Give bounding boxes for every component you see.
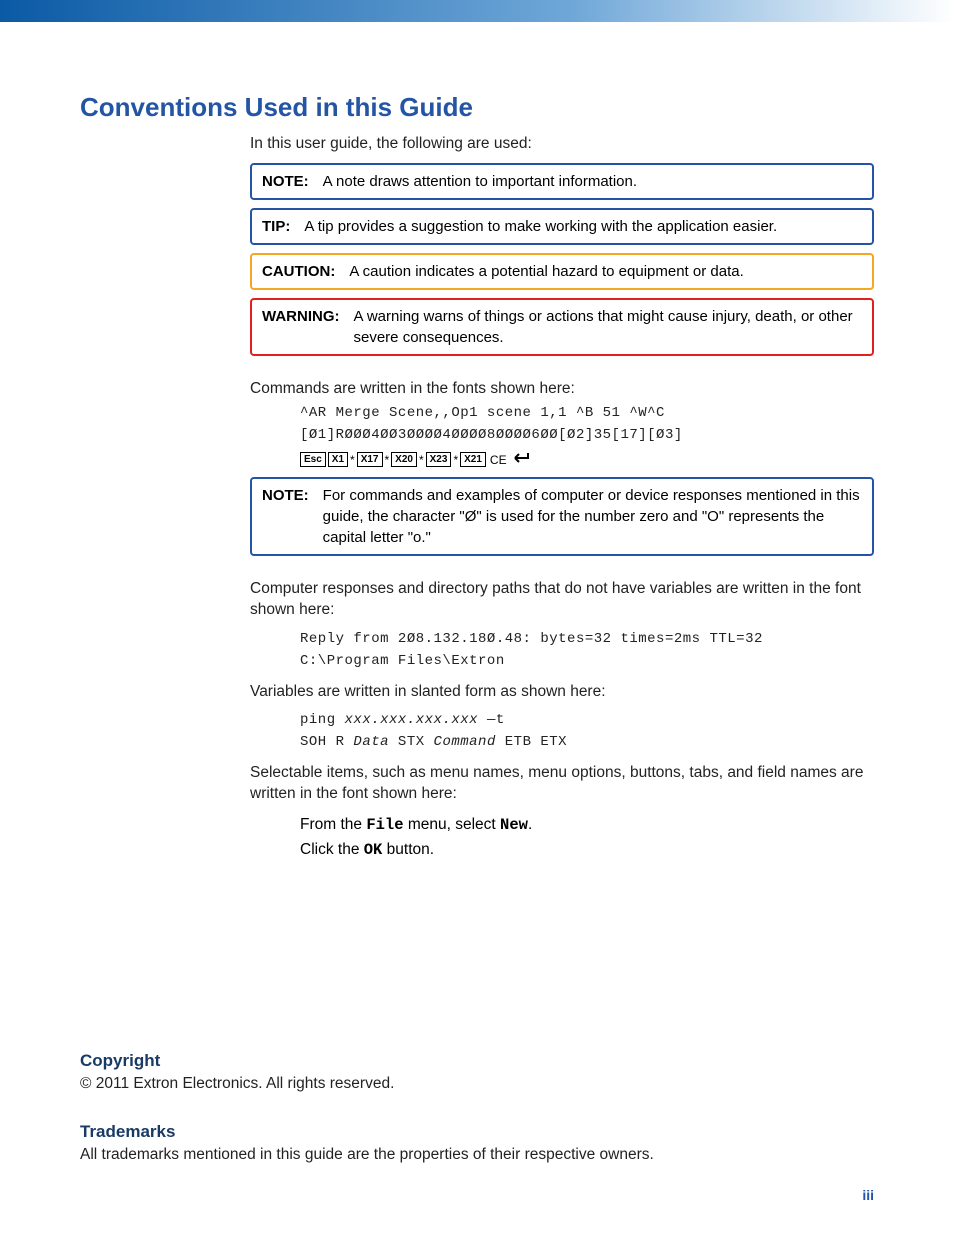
page-content: Conventions Used in this Guide In this u… [0, 22, 954, 1166]
note-label: NOTE: [262, 171, 309, 192]
tip-text: A tip provides a suggestion to make work… [304, 216, 862, 237]
caution-callout: CAUTION: A caution indicates a potential… [250, 253, 874, 290]
sep: * [350, 453, 355, 467]
key-x23: X23 [426, 452, 452, 467]
note-2-label: NOTE: [262, 485, 309, 548]
responses-intro: Computer responses and directory paths t… [250, 578, 874, 621]
key-x20: X20 [391, 452, 417, 467]
sep: * [419, 453, 424, 467]
main-heading: Conventions Used in this Guide [80, 92, 874, 123]
enter-arrow-icon [511, 451, 529, 469]
tip-label: TIP: [262, 216, 290, 237]
copyright-heading: Copyright [80, 1051, 874, 1071]
command-line-2: [Ø1]RØØØ4ØØ3ØØØØ4ØØØØ8ØØØØ6ØØ[Ø2]35[17][… [300, 425, 874, 447]
key-x1: X1 [328, 452, 348, 467]
sep: * [453, 453, 458, 467]
selectable-intro: Selectable items, such as menu names, me… [250, 762, 874, 805]
caution-text: A caution indicates a potential hazard t… [349, 261, 862, 282]
trademarks-heading: Trademarks [80, 1122, 874, 1142]
caution-label: CAUTION: [262, 261, 335, 282]
response-line-1: Reply from 2Ø8.132.18Ø.48: bytes=32 time… [300, 629, 874, 651]
page-number: iii [862, 1187, 874, 1203]
var-line-1: ping xxx.xxx.xxx.xxx —t [300, 710, 874, 732]
selectable-example-1: From the File menu, select New. [300, 813, 874, 838]
warning-label: WARNING: [262, 306, 340, 348]
note-text: A note draws attention to important info… [323, 171, 862, 192]
esc-command-line: Esc X1 * X17 * X20 * X23 * X21 CE [300, 451, 874, 469]
indented-body: In this user guide, the following are us… [250, 133, 874, 399]
sep: * [385, 453, 390, 467]
key-esc: Esc [300, 452, 326, 467]
tip-callout: TIP: A tip provides a suggestion to make… [250, 208, 874, 245]
intro-text: In this user guide, the following are us… [250, 133, 874, 155]
warning-callout: WARNING: A warning warns of things or ac… [250, 298, 874, 356]
key-x17: X17 [357, 452, 383, 467]
command-line-1: ^AR Merge Scene,,Op1 scene 1,1 ^B 51 ^W^… [300, 403, 874, 425]
copyright-text: © 2011 Extron Electronics. All rights re… [80, 1073, 874, 1095]
header-gradient-bar [0, 0, 954, 22]
esc-suffix: CE [490, 453, 507, 467]
note-callout: NOTE: A note draws attention to importan… [250, 163, 874, 200]
commands-intro: Commands are written in the fonts shown … [250, 378, 874, 400]
key-x21: X21 [460, 452, 486, 467]
trademarks-text: All trademarks mentioned in this guide a… [80, 1144, 874, 1166]
warning-text: A warning warns of things or actions tha… [354, 306, 863, 348]
var-line-2: SOH R Data STX Command ETB ETX [300, 732, 874, 754]
response-line-2: C:\Program Files\Extron [300, 651, 874, 673]
note-2-callout: NOTE: For commands and examples of compu… [250, 477, 874, 556]
variables-intro: Variables are written in slanted form as… [250, 681, 874, 703]
selectable-example-2: Click the OK button. [300, 838, 874, 863]
note-2-text: For commands and examples of computer or… [323, 485, 862, 548]
